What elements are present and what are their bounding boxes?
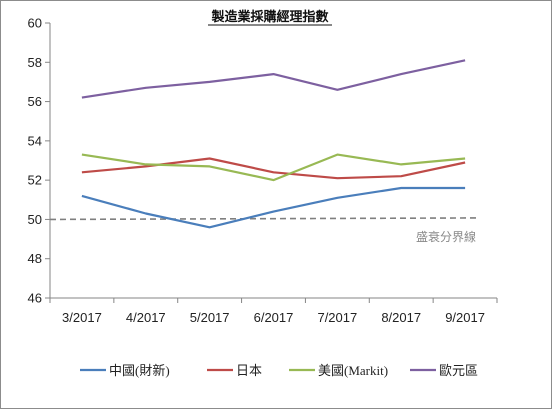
x-tick-label: 8/2017 bbox=[381, 310, 421, 325]
legend-label-3: 歐元區 bbox=[439, 363, 478, 378]
series-line-1 bbox=[81, 157, 466, 180]
reference-line bbox=[49, 217, 480, 221]
legend-label-0: 中國(財新) bbox=[109, 363, 170, 378]
y-tick-label: 50 bbox=[28, 212, 42, 227]
x-tick-label: 4/2017 bbox=[126, 310, 166, 325]
reference-line-group: 盛衰分界線 bbox=[49, 217, 480, 244]
y-tick-label: 54 bbox=[28, 133, 42, 148]
x-tick-label: 5/2017 bbox=[190, 310, 230, 325]
x-tick-label: 3/2017 bbox=[62, 310, 102, 325]
y-tick-label: 46 bbox=[28, 291, 42, 306]
x-tick-label: 9/2017 bbox=[445, 310, 485, 325]
y-tick-label: 48 bbox=[28, 251, 42, 266]
reference-line-label: 盛衰分界線 bbox=[416, 229, 476, 244]
series-line-0 bbox=[81, 186, 466, 229]
y-axis: 46 48 50 52 54 56 58 60 bbox=[28, 16, 51, 306]
series-line-3 bbox=[81, 59, 466, 99]
legend-label-1: 日本 bbox=[236, 363, 262, 378]
legend: 中國(財新) 日本 美國(Markit) 歐元區 bbox=[80, 363, 478, 378]
x-tick-label: 6/2017 bbox=[254, 310, 294, 325]
x-tick-label: 7/2017 bbox=[317, 310, 357, 325]
chart-title: 製造業採購經理指數 bbox=[210, 9, 328, 25]
y-tick-label: 60 bbox=[28, 16, 42, 31]
y-tick-label: 52 bbox=[28, 173, 42, 188]
series-lines bbox=[81, 59, 466, 229]
x-axis: 3/2017 4/2017 5/2017 6/2017 7/2017 8/2017 9/20… bbox=[49, 297, 498, 325]
y-tick-label: 58 bbox=[28, 55, 42, 70]
legend-label-2: 美國(Markit) bbox=[318, 363, 388, 378]
series-line-2 bbox=[81, 153, 466, 182]
y-tick-label: 56 bbox=[28, 94, 42, 109]
